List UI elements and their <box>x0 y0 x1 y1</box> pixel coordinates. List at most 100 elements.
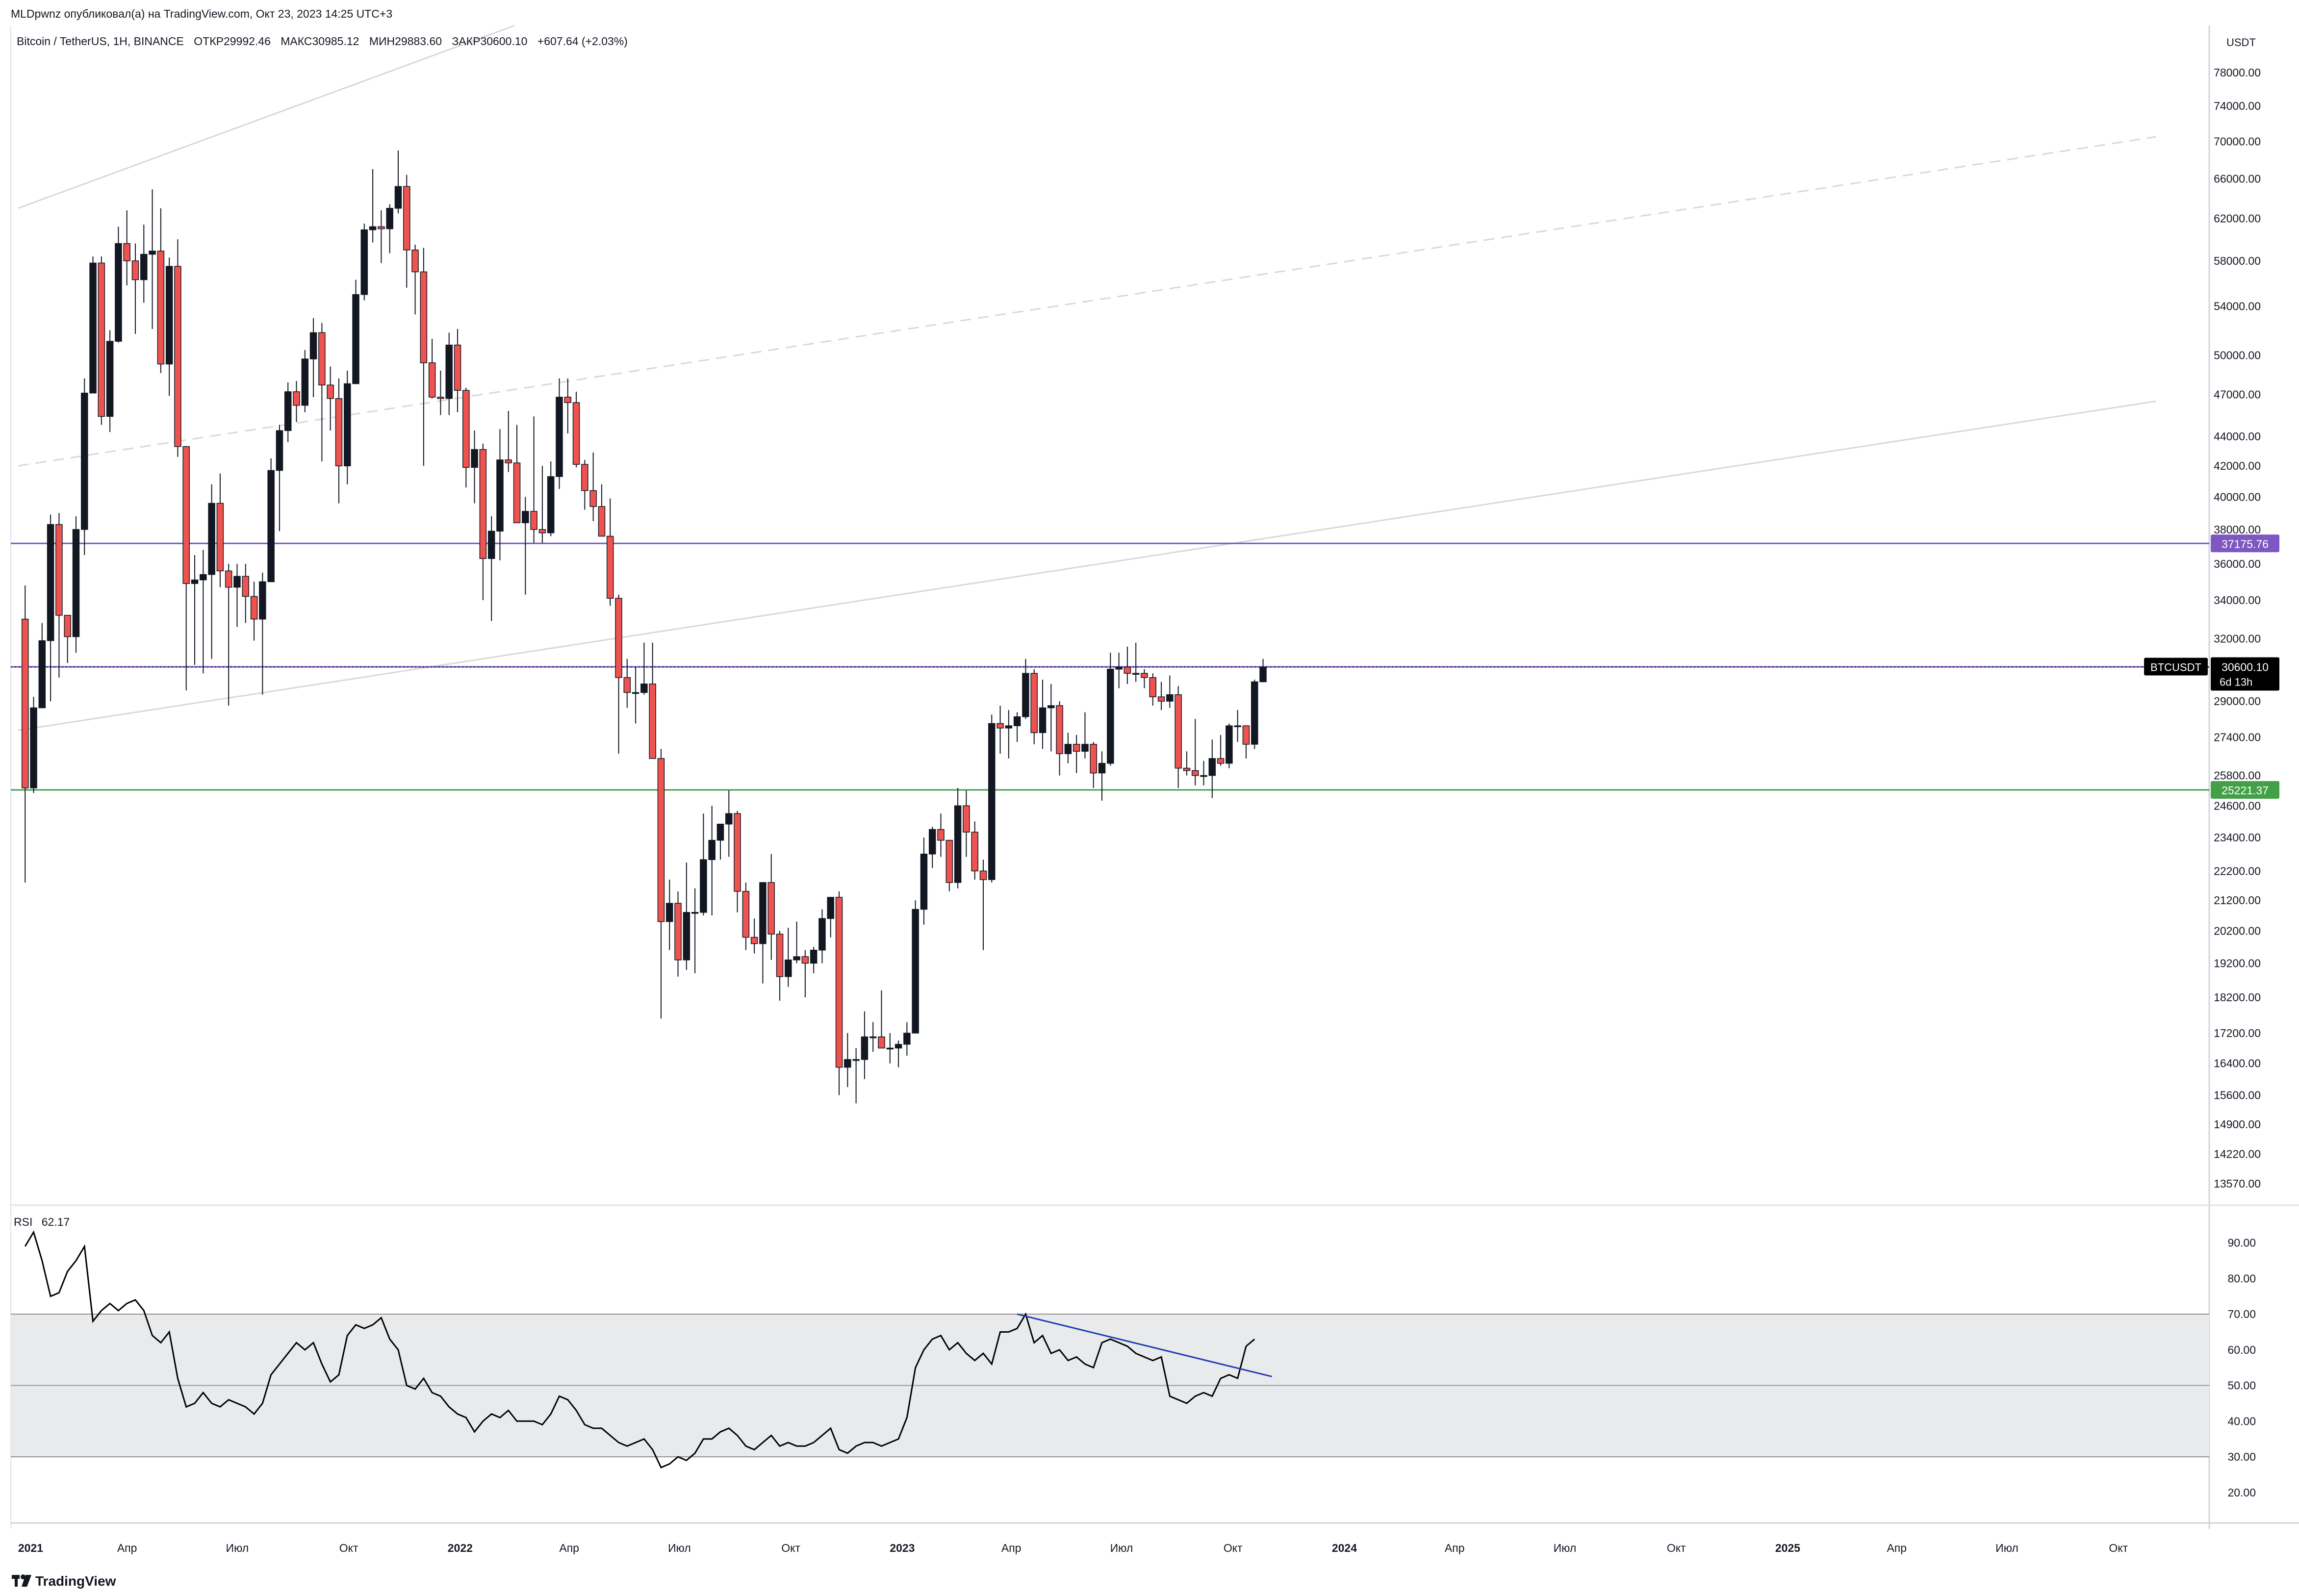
candle[interactable] <box>369 169 377 243</box>
candle[interactable] <box>1090 742 1097 788</box>
candle[interactable] <box>606 498 614 606</box>
candle[interactable] <box>776 931 784 1001</box>
candle[interactable] <box>878 990 885 1049</box>
candle[interactable] <box>632 667 639 724</box>
candle[interactable] <box>318 323 326 461</box>
candle[interactable] <box>1251 680 1258 749</box>
candle[interactable] <box>734 811 741 912</box>
candle[interactable] <box>165 257 173 396</box>
candle[interactable] <box>1226 723 1233 768</box>
candle[interactable] <box>38 623 46 709</box>
candle[interactable] <box>700 813 707 915</box>
candle[interactable] <box>21 585 29 883</box>
candle[interactable] <box>115 227 122 343</box>
candle[interactable] <box>886 1033 894 1064</box>
candle[interactable] <box>335 378 343 504</box>
candle[interactable] <box>564 378 572 434</box>
candle[interactable] <box>149 189 156 329</box>
candle[interactable] <box>487 516 495 621</box>
candle[interactable] <box>157 208 165 374</box>
candle[interactable] <box>30 697 37 793</box>
candle[interactable] <box>1013 712 1021 742</box>
candle[interactable] <box>572 391 580 468</box>
candle[interactable] <box>343 370 351 484</box>
candle[interactable] <box>191 555 199 665</box>
candle[interactable] <box>462 387 470 488</box>
candle[interactable] <box>225 563 232 706</box>
candle[interactable] <box>479 443 487 600</box>
candle[interactable] <box>403 175 410 288</box>
candle[interactable] <box>140 225 148 303</box>
candle[interactable] <box>1234 710 1241 742</box>
candle[interactable] <box>708 806 715 915</box>
candle[interactable] <box>1115 653 1123 688</box>
candle[interactable] <box>996 706 1004 754</box>
candle[interactable] <box>1132 642 1140 682</box>
candle[interactable] <box>1039 680 1047 749</box>
rsi-line[interactable] <box>24 1230 1255 1469</box>
candle[interactable] <box>233 563 241 627</box>
candle[interactable] <box>1022 659 1029 719</box>
candle[interactable] <box>640 642 648 695</box>
candle[interactable] <box>954 787 962 888</box>
candle[interactable] <box>454 329 461 412</box>
candle[interactable] <box>928 827 936 868</box>
candle[interactable] <box>1124 646 1131 684</box>
candle[interactable] <box>200 550 207 674</box>
candle[interactable] <box>1208 739 1216 798</box>
candle[interactable] <box>767 854 775 960</box>
legend-symbol[interactable]: Bitcoin / TetherUS, 1H, BINANCE ОТКР2999… <box>17 35 628 48</box>
candle[interactable] <box>378 210 385 263</box>
candle[interactable] <box>683 862 690 970</box>
candle[interactable] <box>420 248 428 466</box>
candle[interactable] <box>1183 751 1191 776</box>
candle[interactable] <box>657 749 665 1019</box>
candle[interactable] <box>208 484 215 659</box>
candle[interactable] <box>666 879 673 950</box>
candle[interactable] <box>725 790 733 857</box>
candle[interactable] <box>471 431 478 504</box>
candle[interactable] <box>615 594 622 754</box>
candle[interactable] <box>861 1011 869 1079</box>
candle[interactable] <box>1141 669 1148 688</box>
candle[interactable] <box>903 1022 911 1056</box>
rsi-axis[interactable]: 90.00 80.00 70.00 60.00 50.00 40.00 30.00 20.00 <box>2227 1237 2256 1499</box>
candle[interactable] <box>437 370 444 415</box>
candle[interactable] <box>1259 659 1267 683</box>
candle[interactable] <box>428 338 436 399</box>
candle[interactable] <box>988 714 996 883</box>
candle[interactable] <box>844 1033 851 1088</box>
candle[interactable] <box>1242 725 1250 759</box>
time-axis[interactable]: 2021 Апр Июл Окт 2022 Апр Июл Окт 2023 Апр Июл Окт 2… <box>18 1542 2128 1554</box>
candle[interactable] <box>250 582 258 641</box>
candle[interactable] <box>505 410 512 472</box>
candle[interactable] <box>716 823 724 860</box>
candle[interactable] <box>293 381 300 422</box>
candle[interactable] <box>1200 760 1207 785</box>
candle[interactable] <box>785 928 792 987</box>
candle[interactable] <box>869 1022 877 1052</box>
candle[interactable] <box>835 891 843 1095</box>
candle[interactable] <box>394 150 402 214</box>
candle[interactable] <box>1098 751 1106 801</box>
candle[interactable] <box>1157 682 1165 710</box>
candle[interactable] <box>174 239 181 457</box>
candle[interactable] <box>513 425 521 524</box>
candle[interactable] <box>598 484 606 537</box>
channel-line-2[interactable] <box>18 136 2156 467</box>
candle[interactable] <box>1030 669 1038 744</box>
price-axis[interactable]: 78000.00 74000.00 70000.00 66000.00 62000.00… <box>2214 66 2261 1190</box>
candle[interactable] <box>547 461 555 536</box>
candle[interactable] <box>327 366 334 431</box>
candle[interactable] <box>912 900 919 1034</box>
candle[interactable] <box>1217 735 1225 766</box>
candle[interactable] <box>98 256 105 425</box>
candle[interactable] <box>818 909 826 963</box>
candle[interactable] <box>945 839 953 891</box>
candle[interactable] <box>47 514 54 702</box>
candle[interactable] <box>496 429 504 560</box>
candle[interactable] <box>810 947 817 973</box>
candle[interactable] <box>623 659 631 708</box>
candle[interactable] <box>89 256 97 394</box>
candle[interactable] <box>1166 675 1174 708</box>
